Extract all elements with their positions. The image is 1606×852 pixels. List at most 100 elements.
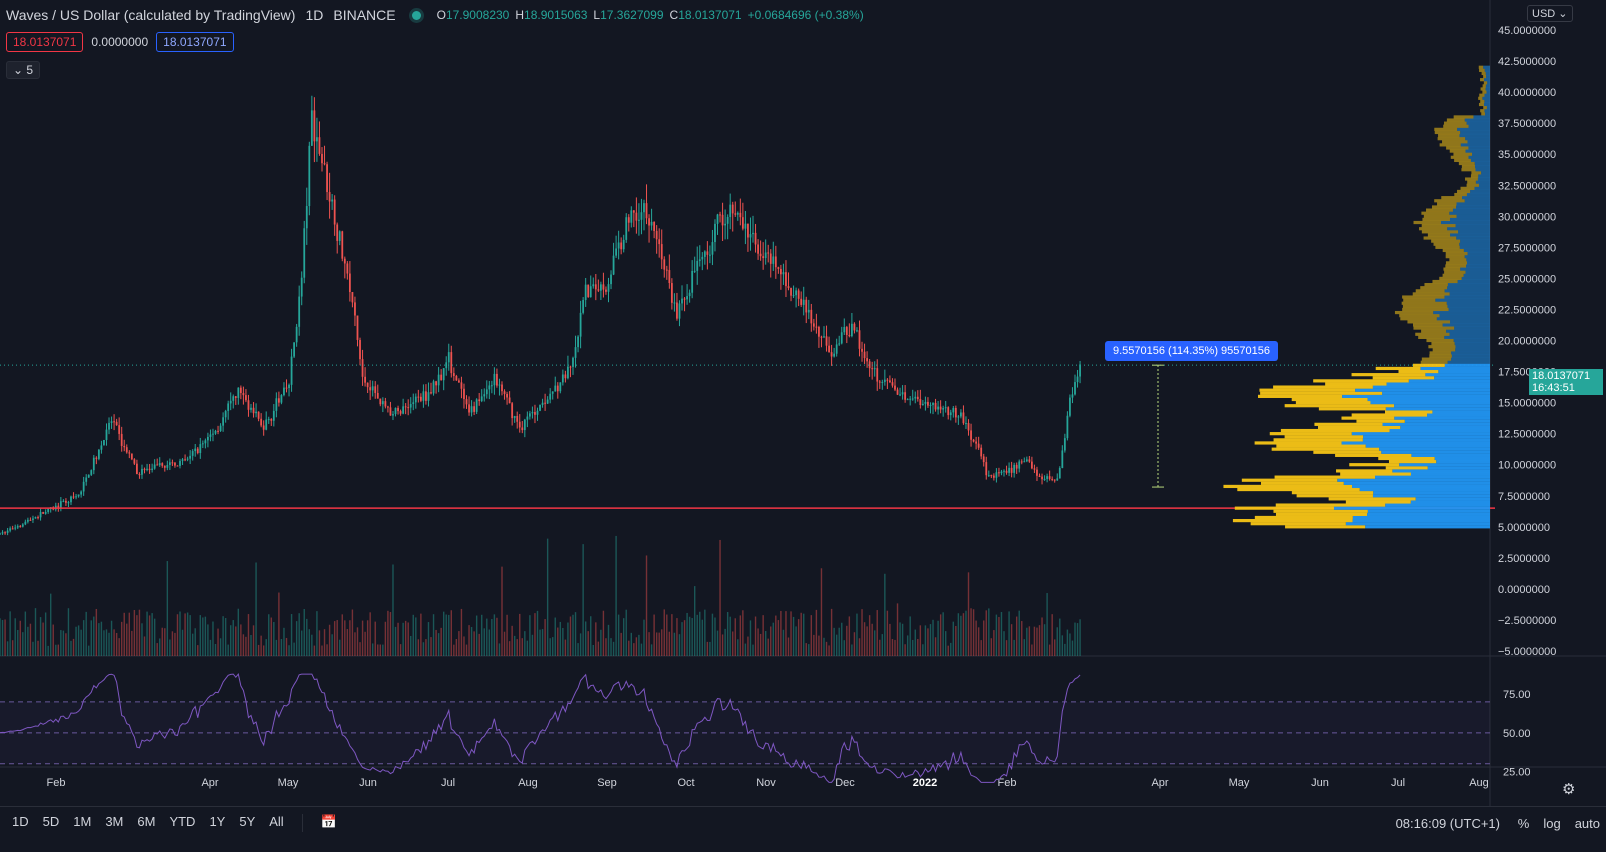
volume-bar bbox=[529, 615, 531, 656]
volume-bar bbox=[1043, 624, 1046, 656]
vp-up-bar bbox=[1478, 174, 1490, 178]
range-5y[interactable]: 5Y bbox=[239, 814, 256, 829]
vp-up-bar bbox=[1450, 320, 1490, 324]
vp-down-bar bbox=[1254, 441, 1342, 445]
sell-price-badge[interactable]: 18.0137071 bbox=[6, 32, 84, 52]
currency-selector[interactable]: USD ⌄ bbox=[1527, 5, 1573, 22]
volume-bar bbox=[138, 609, 141, 656]
symbol-title[interactable]: Waves / US Dollar (calculated by Trading… bbox=[6, 7, 296, 23]
candle-body bbox=[485, 389, 488, 395]
volume-bar bbox=[341, 614, 343, 656]
candle-body bbox=[919, 399, 922, 405]
candle-body bbox=[371, 386, 374, 391]
vp-down-bar bbox=[1458, 161, 1475, 166]
range-all[interactable]: All bbox=[269, 814, 284, 829]
symbol-header: Waves / US Dollar (calculated by Trading… bbox=[6, 7, 864, 23]
volume-bar bbox=[734, 618, 736, 656]
volume-bar bbox=[1074, 622, 1076, 656]
candle-body bbox=[572, 357, 574, 367]
volume-bar bbox=[118, 638, 120, 656]
vp-up-bar bbox=[1394, 404, 1490, 408]
volume-bar bbox=[699, 611, 701, 656]
range-5d[interactable]: 5D bbox=[42, 814, 60, 829]
candle-body bbox=[949, 412, 952, 416]
candle-body bbox=[397, 407, 399, 412]
calendar-icon[interactable]: 📅 bbox=[320, 814, 337, 829]
vp-up-bar bbox=[1466, 121, 1490, 125]
candle-body bbox=[407, 407, 410, 409]
auto-button[interactable]: auto bbox=[1574, 816, 1600, 831]
volume-bar bbox=[397, 622, 399, 656]
volume-bar bbox=[1038, 625, 1041, 656]
candle-body bbox=[534, 412, 536, 415]
candle-body bbox=[90, 470, 93, 475]
volume-bar bbox=[962, 613, 965, 656]
volume-bar bbox=[232, 620, 234, 656]
vp-up-bar bbox=[1454, 326, 1490, 330]
range-1m[interactable]: 1M bbox=[73, 814, 92, 829]
vp-down-bar bbox=[1234, 506, 1334, 510]
candle-body bbox=[290, 356, 293, 385]
candle-body bbox=[148, 468, 151, 470]
candle-body bbox=[118, 425, 121, 434]
clock[interactable]: 08:16:09 (UTC+1) bbox=[1395, 816, 1500, 831]
volume-bar bbox=[417, 639, 420, 656]
candle-body bbox=[151, 468, 154, 470]
volume-bar bbox=[808, 644, 810, 656]
log-button[interactable]: log bbox=[1543, 816, 1561, 831]
volume-bar bbox=[894, 639, 896, 656]
volume-bar bbox=[293, 642, 295, 656]
vp-up-bar bbox=[1467, 261, 1490, 265]
volume-bar bbox=[250, 634, 252, 656]
vp-up-bar bbox=[1481, 171, 1490, 175]
interval-label[interactable]: 1D bbox=[305, 7, 324, 23]
volume-bar bbox=[422, 642, 425, 656]
vp-down-bar bbox=[1271, 447, 1380, 451]
candle-body bbox=[222, 417, 225, 426]
range-3m[interactable]: 3M bbox=[105, 814, 124, 829]
candle-body bbox=[762, 256, 765, 259]
range-6m[interactable]: 6M bbox=[137, 814, 156, 829]
volume-bar bbox=[813, 634, 815, 656]
volume-bar bbox=[247, 614, 250, 656]
low-label: L bbox=[593, 8, 601, 22]
candle-body bbox=[939, 406, 942, 410]
vp-down-bar bbox=[1439, 276, 1462, 280]
range-1d[interactable]: 1D bbox=[12, 814, 29, 829]
candle-body bbox=[1043, 478, 1046, 480]
volume-bar bbox=[1018, 610, 1020, 656]
volume-bar bbox=[868, 615, 871, 656]
volume-bar bbox=[407, 622, 409, 656]
indicator-count: 5 bbox=[26, 63, 34, 77]
volume-bar bbox=[93, 616, 95, 656]
indicators-collapse-button[interactable]: ⌄ 5 bbox=[6, 61, 41, 79]
candle-body bbox=[747, 223, 749, 238]
volume-bar bbox=[879, 639, 881, 656]
candle-body bbox=[105, 429, 108, 440]
vp-up-bar bbox=[1333, 506, 1490, 510]
candle-body bbox=[972, 439, 975, 442]
volume-bar bbox=[701, 619, 703, 656]
gear-icon[interactable]: ⚙ bbox=[1562, 781, 1576, 798]
buy-price-badge[interactable]: 18.0137071 bbox=[156, 32, 234, 52]
candle-body bbox=[387, 406, 389, 408]
candle-body bbox=[927, 401, 929, 406]
range-1y[interactable]: 1Y bbox=[209, 814, 226, 829]
candle-body bbox=[942, 408, 945, 410]
price-tick-label: 20.0000000 bbox=[1498, 336, 1556, 348]
vp-down-bar bbox=[1372, 376, 1435, 380]
volume-bar bbox=[597, 641, 600, 656]
candle-body bbox=[212, 433, 214, 435]
vp-up-bar bbox=[1447, 304, 1490, 308]
currency-label: USD bbox=[1532, 8, 1556, 20]
vp-up-bar bbox=[1475, 165, 1490, 169]
percent-button[interactable]: % bbox=[1517, 816, 1530, 831]
candle-body bbox=[366, 382, 369, 388]
vp-up-bar bbox=[1425, 373, 1490, 377]
volume-bar bbox=[268, 614, 270, 656]
vp-up-bar bbox=[1444, 289, 1490, 293]
volume-bar bbox=[972, 609, 975, 656]
range-ytd[interactable]: YTD bbox=[169, 814, 196, 829]
volume-bar bbox=[475, 615, 478, 656]
